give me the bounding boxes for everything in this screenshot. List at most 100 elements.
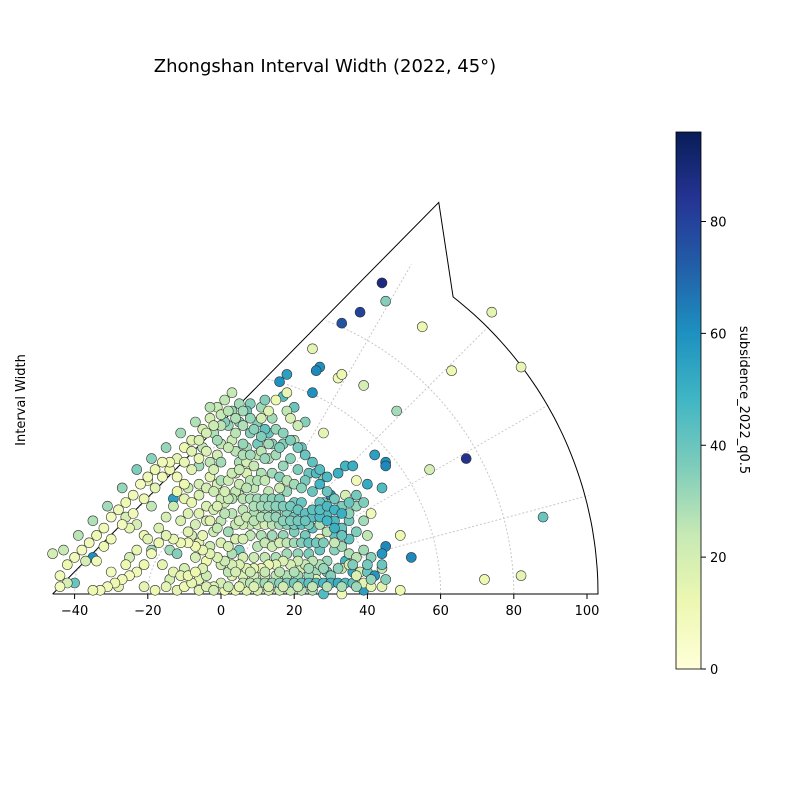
data-point	[281, 387, 293, 399]
data-point	[157, 559, 168, 571]
data-point	[376, 559, 388, 571]
data-point	[318, 427, 329, 439]
data-point	[274, 482, 285, 494]
data-point	[329, 537, 340, 549]
data-point	[190, 416, 201, 428]
data-point	[193, 489, 205, 501]
data-point	[146, 548, 157, 560]
data-point	[248, 581, 260, 593]
data-point	[212, 500, 223, 512]
data-point	[380, 574, 392, 585]
data-point	[307, 486, 318, 497]
data-point	[98, 522, 110, 534]
data-point	[259, 453, 271, 464]
data-point	[292, 442, 304, 453]
grid-radial	[220, 264, 412, 595]
data-point	[212, 522, 223, 534]
data-point	[69, 552, 80, 563]
data-point	[230, 412, 241, 424]
data-point	[274, 442, 285, 453]
data-point	[127, 489, 139, 501]
data-point	[201, 445, 212, 457]
data-point	[204, 515, 216, 527]
data-point	[351, 526, 362, 538]
data-point	[171, 486, 183, 497]
data-point	[405, 552, 417, 563]
data-point	[365, 508, 377, 519]
data-point	[285, 412, 296, 424]
data-point	[160, 530, 172, 541]
data-point	[171, 548, 183, 560]
data-point	[358, 380, 370, 391]
data-point	[219, 508, 230, 519]
data-point	[105, 566, 117, 578]
data-point	[460, 453, 472, 464]
data-point	[263, 438, 274, 450]
data-point	[146, 453, 157, 464]
data-point	[223, 405, 234, 417]
data-point	[73, 530, 84, 541]
data-point	[190, 552, 201, 563]
x-tick-label: 100	[575, 604, 600, 619]
data-point	[259, 394, 271, 406]
data-point	[193, 508, 205, 519]
data-point	[277, 581, 289, 593]
sector-outline	[52, 201, 599, 595]
data-point	[157, 471, 168, 483]
data-point	[277, 460, 289, 472]
colorbar	[675, 131, 702, 670]
data-point	[274, 566, 285, 578]
data-point	[105, 533, 117, 545]
data-point	[336, 508, 348, 519]
data-point	[157, 456, 168, 468]
data-point	[292, 464, 304, 475]
data-point	[307, 387, 318, 399]
data-point	[318, 537, 329, 549]
x-tick-label: 80	[506, 604, 523, 619]
data-point	[146, 500, 157, 512]
data-point	[223, 581, 234, 593]
colorbar-ticks: 0 20 40 60 80	[701, 216, 727, 678]
data-point	[160, 511, 172, 523]
data-point	[255, 431, 267, 442]
scatter-points	[47, 277, 549, 600]
data-point	[135, 478, 146, 490]
data-point	[394, 530, 406, 541]
data-point	[314, 478, 326, 490]
data-point	[354, 306, 366, 318]
data-point	[208, 486, 219, 497]
data-point	[190, 566, 201, 578]
data-point	[149, 464, 161, 475]
data-point	[193, 453, 205, 464]
data-point	[266, 530, 278, 541]
colorbar-tick-label: 20	[710, 551, 727, 566]
data-point	[362, 478, 373, 490]
colorbar-tick-label: 40	[710, 439, 727, 454]
data-point	[537, 511, 549, 523]
data-point	[380, 460, 392, 472]
data-point	[237, 533, 249, 545]
data-point	[120, 559, 132, 571]
polar-frame	[52, 201, 599, 595]
data-point	[80, 555, 91, 567]
data-point	[175, 515, 186, 527]
data-point	[307, 456, 318, 468]
data-point	[182, 526, 194, 538]
data-point	[212, 434, 223, 446]
x-tick-label: −40	[61, 604, 88, 619]
data-point	[416, 321, 428, 333]
y-axis-label: Interval Width	[14, 354, 29, 446]
data-point	[230, 427, 241, 439]
data-point	[138, 581, 150, 593]
data-point	[223, 442, 234, 453]
data-point	[226, 387, 238, 399]
data-point	[149, 584, 161, 596]
data-point	[332, 467, 344, 479]
data-point	[138, 559, 150, 571]
data-point	[299, 449, 311, 461]
data-point	[515, 570, 527, 582]
data-point	[91, 555, 102, 567]
data-point	[310, 365, 322, 377]
data-point	[91, 530, 102, 541]
